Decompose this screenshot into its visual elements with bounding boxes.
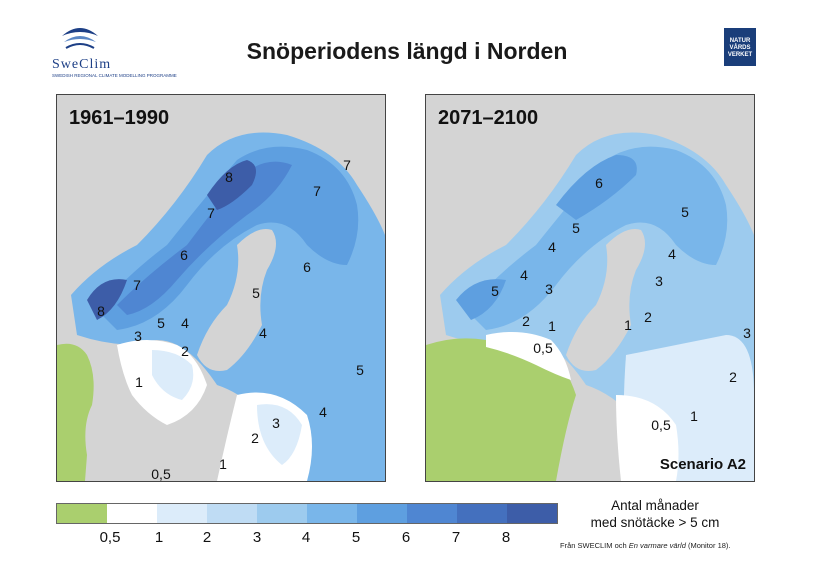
legend-tick: 0,5	[99, 529, 121, 546]
legend-tick: 3	[252, 529, 262, 546]
legend-color-bar	[56, 503, 558, 524]
page-title: Snöperiodens längd i Norden	[246, 38, 568, 64]
legend-title: Antal månader med snötäcke > 5 cm	[580, 497, 730, 531]
legend-tick: 8	[501, 529, 511, 546]
scenario-label: Scenario A2	[659, 456, 746, 473]
contour-label: 7	[133, 277, 141, 293]
sweclim-logo: SweClim SWEDISH REGIONAL CLIMATE MODELLI…	[52, 22, 177, 80]
contour-label: 5	[157, 315, 165, 331]
legend-color-segment	[457, 504, 507, 523]
contour-label: 1	[624, 317, 632, 333]
contour-label: 3	[134, 328, 142, 344]
contour-label: 5	[356, 362, 364, 378]
contour-label: 7	[207, 205, 215, 221]
legend-tick: 1	[154, 529, 164, 546]
map-right-graphic	[426, 95, 754, 481]
sweclim-logo-name: SweClim	[52, 57, 112, 72]
source-note: Från SWECLIM och En varmare värld (Monit…	[560, 541, 731, 550]
contour-label: 2	[644, 309, 652, 325]
sweclim-logo-subtitle: SWEDISH REGIONAL CLIMATE MODELLING PROGR…	[52, 73, 177, 78]
contour-label: 6	[595, 175, 603, 191]
legend-color-segment	[107, 504, 157, 523]
contour-label: 5	[572, 220, 580, 236]
contour-label: 3	[272, 415, 280, 431]
legend-color-segment	[257, 504, 307, 523]
contour-label: 7	[343, 157, 351, 173]
source-prefix: Från SWECLIM och	[560, 541, 629, 550]
contour-label: 2	[181, 343, 189, 359]
map-left-graphic	[57, 95, 385, 481]
legend-color-segment	[157, 504, 207, 523]
contour-label: 5	[681, 204, 689, 220]
contour-label: 4	[181, 315, 189, 331]
logo-line2: VÅRDS	[729, 45, 751, 51]
map-right-period: 2071–2100	[438, 107, 539, 129]
contour-label: 1	[548, 318, 556, 334]
contour-label: 4	[259, 325, 267, 341]
contour-label: 2	[522, 313, 530, 329]
contour-label: 4	[548, 239, 556, 255]
source-suffix: (Monitor 18).	[685, 541, 731, 550]
contour-label: 8	[97, 303, 105, 319]
map-1961-1990: 1961–1990 8 7 7 7 8 7 6 6 5 5 4 4 3 2 1 …	[56, 94, 386, 482]
legend-color-segment	[57, 504, 107, 523]
contour-label: 6	[180, 247, 188, 263]
contour-label: 0,5	[151, 466, 171, 482]
legend-color-segment	[507, 504, 557, 523]
contour-label: 3	[545, 281, 553, 297]
sweclim-wave-icon	[62, 28, 98, 49]
contour-label: 4	[520, 267, 528, 283]
contour-label: 3	[743, 325, 751, 341]
map-2071-2100: 2071–2100 6 5 5 4 4 4 3 5 3 2 1 0,5 1 2 …	[425, 94, 755, 482]
contour-label: 1	[219, 456, 227, 472]
legend-tick: 6	[401, 529, 411, 546]
contour-label: 2	[251, 430, 259, 446]
contour-label: 8	[225, 169, 233, 185]
legend-tick: 2	[202, 529, 212, 546]
contour-label: 7	[313, 183, 321, 199]
contour-label: 1	[135, 374, 143, 390]
contour-label: 6	[303, 259, 311, 275]
logo-line3: VERKET	[727, 52, 753, 58]
legend-tick: 4	[301, 529, 311, 546]
contour-label: 4	[319, 404, 327, 420]
contour-label: 0,5	[651, 417, 671, 433]
legend-color-segment	[407, 504, 457, 523]
contour-label: 3	[655, 273, 663, 289]
legend-color-segment	[357, 504, 407, 523]
logo-line1: NATUR	[729, 38, 751, 44]
contour-label: 5	[252, 285, 260, 301]
source-title: En varmare värld	[628, 541, 686, 550]
contour-label: 4	[668, 246, 676, 262]
contour-label: 5	[491, 283, 499, 299]
contour-label: 1	[690, 408, 698, 424]
legend-color-segment	[307, 504, 357, 523]
legend-title-line1: Antal månader	[611, 498, 699, 513]
contour-label: 0,5	[533, 340, 553, 356]
legend-color-segment	[207, 504, 257, 523]
legend-tick: 7	[451, 529, 461, 546]
legend-title-line2: med snötäcke > 5 cm	[590, 515, 720, 530]
legend-tick: 5	[351, 529, 361, 546]
map-left-period: 1961–1990	[69, 107, 170, 129]
contour-label: 2	[729, 369, 737, 385]
naturvardsverket-logo: NATUR VÅRDS VERKET	[724, 28, 756, 66]
